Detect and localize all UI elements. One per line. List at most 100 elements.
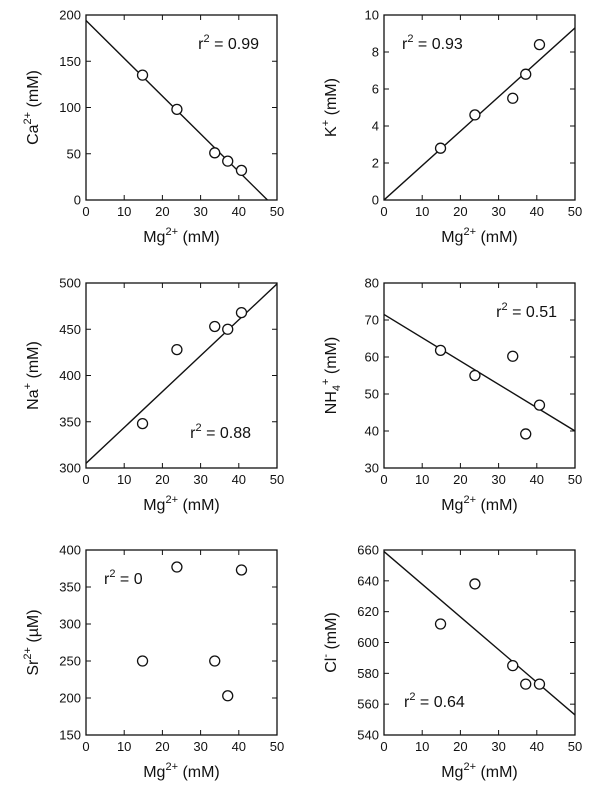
x-tick-label: 40 [530, 472, 544, 487]
x-axis-label: Mg2+ (mM) [143, 494, 220, 514]
data-point [469, 578, 481, 590]
r-squared-sup: 2 [109, 568, 115, 580]
x-axis-label-sup: 2+ [463, 761, 476, 773]
r-squared-prefix: r [104, 571, 110, 588]
x-axis-label-base: Mg [143, 764, 165, 781]
data-point [209, 320, 221, 333]
x-axis-label-sup: 2+ [165, 494, 178, 506]
data-point [136, 417, 149, 430]
x-tick-label: 40 [232, 472, 246, 487]
data-point [235, 564, 248, 576]
r-squared-annotation: r2 = 0.88 [190, 422, 251, 442]
y-axis-label-unit: (mM) [323, 337, 340, 379]
r-squared-prefix: r [190, 425, 196, 442]
r-squared-annotation: r2 = 0.93 [402, 33, 463, 53]
y-tick-label: 0 [372, 193, 379, 208]
y-axis-label-sup: + [320, 379, 332, 385]
x-tick-label: 30 [491, 739, 505, 754]
y-axis-label-sup: 2+ [22, 112, 34, 125]
y-tick-label: 10 [365, 8, 379, 23]
r-squared-annotation: r2 = 0 [104, 568, 143, 588]
x-tick-label: 40 [232, 204, 246, 219]
y-axis-label: Na+ (mM) [22, 341, 42, 410]
x-tick-label: 20 [453, 472, 467, 487]
data-point [222, 690, 234, 702]
x-tick-label: 40 [530, 204, 544, 219]
x-tick-label: 0 [82, 204, 89, 219]
x-tick-label: 10 [117, 739, 131, 754]
data-point [533, 399, 546, 411]
y-axis-label-base: Na [25, 389, 42, 410]
plot-frame [383, 282, 576, 469]
y-tick-label: 150 [59, 54, 81, 69]
y-tick-label: 150 [59, 728, 81, 743]
y-tick-label: 2 [372, 156, 379, 171]
x-tick-label: 50 [568, 204, 582, 219]
data-point [520, 678, 532, 690]
x-axis-label-base: Mg [143, 229, 165, 246]
x-tick-label: 20 [155, 204, 169, 219]
y-axis-label-unit: (mM) [25, 70, 42, 112]
y-tick-label: 40 [365, 424, 379, 439]
y-axis-label-sup: + [22, 383, 34, 389]
x-tick-label: 0 [380, 204, 387, 219]
x-tick-label: 30 [193, 739, 207, 754]
data-point [171, 561, 183, 573]
data-point [507, 92, 519, 104]
data-point [507, 350, 519, 362]
x-tick-label: 0 [380, 472, 387, 487]
r-squared-annotation: r2 = 0.99 [198, 33, 259, 53]
y-axis-label-unit: (µM) [25, 609, 42, 647]
plot-frame [85, 549, 278, 736]
x-axis-label-unit: (mM) [476, 764, 518, 781]
x-tick-label: 0 [82, 472, 89, 487]
y-axis-label-base: Ca [25, 124, 42, 145]
r-squared-value: = 0.64 [415, 694, 464, 711]
data-point [136, 69, 149, 81]
r-squared-value: = 0.99 [210, 36, 259, 53]
x-axis-label-base: Mg [441, 229, 463, 246]
data-point [209, 147, 221, 159]
y-axis-label: Ca2+ (mM) [22, 70, 42, 145]
x-tick-label: 50 [270, 739, 284, 754]
y-tick-label: 60 [365, 350, 379, 365]
x-tick-label: 50 [568, 739, 582, 754]
panel-6: 0 10 20 30 40 50 540 560 580 600 620 640 660 Mg2+ (mM… [320, 543, 582, 782]
x-tick-label: 50 [568, 472, 582, 487]
x-axis-label-base: Mg [441, 764, 463, 781]
y-tick-label: 350 [59, 580, 81, 595]
y-tick-label: 70 [365, 313, 379, 328]
x-tick-label: 40 [530, 739, 544, 754]
y-axis-label-unit: (mM) [25, 341, 42, 383]
y-tick-label: 50 [365, 387, 379, 402]
y-tick-label: 6 [372, 82, 379, 97]
data-point [507, 659, 519, 672]
r-squared-sup: 2 [409, 691, 415, 703]
x-tick-label: 10 [117, 204, 131, 219]
y-tick-label: 500 [59, 276, 81, 291]
x-tick-label: 10 [415, 739, 429, 754]
x-tick-label: 20 [453, 739, 467, 754]
data-point [222, 155, 234, 167]
x-axis-label-sup: 2+ [463, 494, 476, 506]
y-axis-label: Cl- (mM) [320, 612, 340, 673]
y-tick-label: 300 [59, 617, 81, 632]
y-tick-label: 400 [59, 368, 81, 383]
x-tick-label: 10 [117, 472, 131, 487]
x-axis-label: Mg2+ (mM) [441, 494, 518, 514]
x-axis-label-base: Mg [143, 497, 165, 514]
data-point [520, 428, 532, 440]
x-tick-label: 20 [155, 472, 169, 487]
data-point [533, 38, 546, 51]
data-point [533, 678, 546, 690]
x-axis-label-sup: 2+ [165, 226, 178, 238]
x-axis-label-unit: (mM) [476, 229, 518, 246]
data-point [434, 344, 447, 356]
x-tick-label: 40 [232, 739, 246, 754]
x-tick-label: 10 [415, 204, 429, 219]
y-tick-label: 580 [357, 666, 379, 681]
x-tick-label: 30 [491, 472, 505, 487]
